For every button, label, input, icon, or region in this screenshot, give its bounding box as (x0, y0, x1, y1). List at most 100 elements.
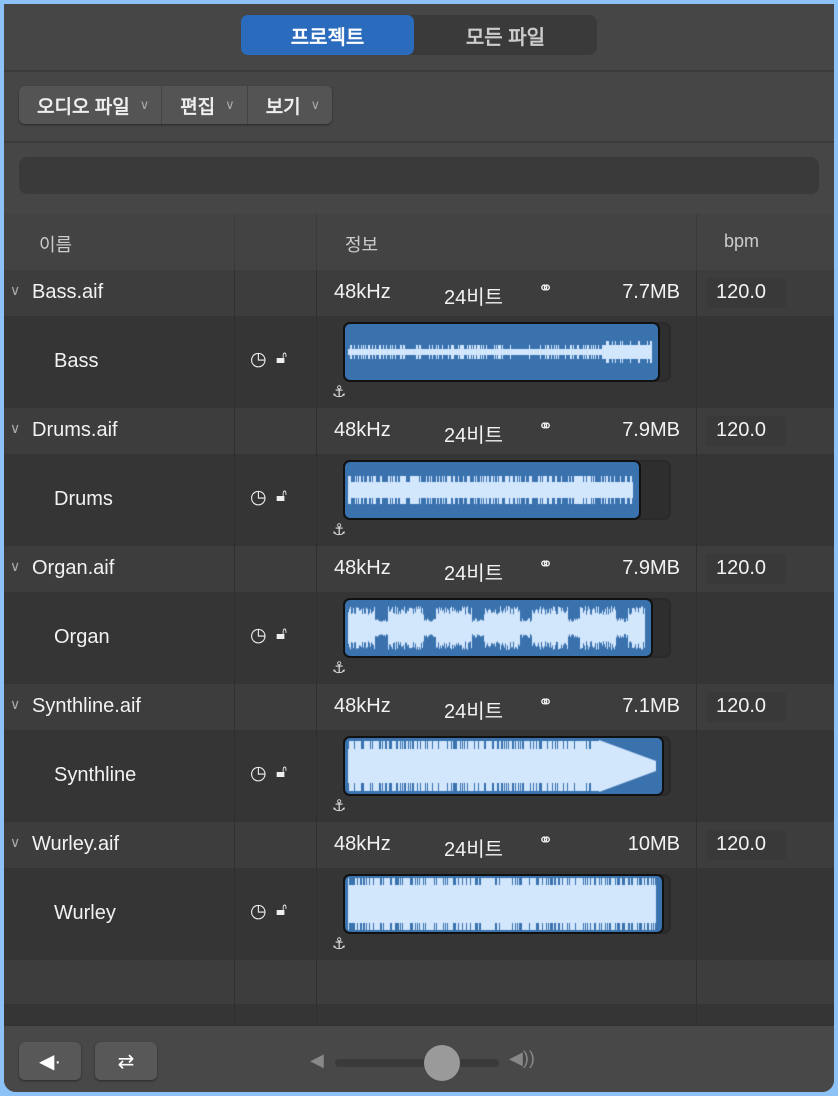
unlock-icon[interactable]: 🔓︎ (276, 900, 288, 919)
sample-rate: 48kHz (334, 419, 391, 441)
region-name: Organ (54, 626, 110, 648)
stereo-rings-icon: ⚭ (538, 830, 554, 850)
bpm-value: 120.0 (716, 281, 767, 303)
speaker-icon: ◀· (38, 1050, 62, 1073)
bit-depth: 24비트 (444, 839, 504, 861)
file-size: 10MB (627, 833, 680, 855)
anchor-icon[interactable]: ⚓︎ (332, 798, 347, 815)
sample-rate: 48kHz (334, 281, 391, 303)
bpm-value: 120.0 (716, 833, 767, 855)
waveform (345, 738, 662, 794)
audio-file-browser: 프로젝트 모든 파일 오디오 파일 ∨ 편집 ∨ 보기 ∨ 이름 정보 bpm ∨ B… (4, 4, 834, 1092)
column-bpm[interactable]: bpm (724, 231, 760, 251)
audio-file-menu[interactable]: 오디오 파일 ∨ (19, 86, 163, 124)
stereo-rings-icon: ⚭ (538, 278, 554, 298)
chevron-down-icon: ∨ (139, 97, 150, 112)
tab-project[interactable]: 프로젝트 (241, 15, 414, 55)
anchor-icon[interactable]: ⚓︎ (332, 522, 347, 539)
column-info[interactable]: 정보 (345, 235, 379, 255)
stereo-rings-icon: ⚭ (538, 416, 554, 436)
chevron-down-icon[interactable]: ∨ (10, 282, 21, 298)
bpm-value: 120.0 (716, 695, 767, 717)
chevron-down-icon[interactable]: ∨ (10, 834, 21, 850)
region-row[interactable]: Bass ◷ 🔓︎ ⚓︎ (4, 316, 834, 408)
volume-high-icon: ◀)) (509, 1048, 535, 1068)
volume-slider[interactable] (335, 1045, 499, 1081)
chevron-down-icon[interactable]: ∨ (10, 696, 21, 712)
unlock-icon[interactable]: 🔓︎ (276, 348, 288, 367)
file-name: Drums.aif (32, 419, 118, 441)
clock-icon[interactable]: ◷ (250, 625, 267, 646)
region-name: Drums (54, 488, 113, 510)
file-size: 7.9MB (622, 419, 680, 441)
audio-region[interactable] (343, 736, 664, 796)
bit-depth: 24비트 (444, 425, 504, 447)
column-name[interactable]: 이름 (39, 235, 73, 255)
sample-rate: 48kHz (334, 557, 391, 579)
clock-icon[interactable]: ◷ (250, 349, 267, 370)
view-menu[interactable]: 보기 ∨ (248, 86, 332, 124)
anchor-icon[interactable]: ⚓︎ (332, 936, 347, 953)
unlock-icon[interactable]: 🔓︎ (276, 486, 288, 505)
loop-button[interactable]: ⇄ (95, 1042, 157, 1080)
unlock-icon[interactable]: 🔓︎ (276, 762, 288, 781)
table-header: 이름 정보 bpm (4, 214, 834, 270)
volume-slider-knob[interactable] (423, 1045, 460, 1081)
stereo-rings-icon: ⚭ (538, 692, 554, 712)
bpm-value: 120.0 (716, 557, 767, 579)
file-size: 7.1MB (622, 695, 680, 717)
region-row[interactable]: Synthline ◷ 🔓︎ ⚓︎ (4, 730, 834, 822)
chevron-down-icon[interactable]: ∨ (10, 558, 21, 574)
edit-menu[interactable]: 편집 ∨ (162, 86, 248, 124)
file-row[interactable]: ∨ Bass.aif 48kHz 24비트 ⚭ 7.7MB 120.0 (4, 270, 834, 316)
menu-bar: 오디오 파일 ∨ 편집 ∨ 보기 ∨ (19, 86, 333, 124)
chevron-down-icon[interactable]: ∨ (10, 420, 21, 436)
stereo-rings-icon: ⚭ (538, 554, 554, 574)
waveform (345, 876, 662, 932)
region-name: Synthline (54, 764, 137, 786)
bit-depth: 24비트 (444, 287, 504, 309)
file-size: 7.9MB (622, 557, 680, 579)
file-row[interactable]: ∨ Synthline.aif 48kHz 24비트 ⚭ 7.1MB 120.0 (4, 684, 834, 730)
clock-icon[interactable]: ◷ (250, 487, 267, 508)
region-row[interactable]: Wurley ◷ 🔓︎ ⚓︎ (4, 868, 834, 960)
chevron-down-icon: ∨ (310, 97, 321, 112)
file-size: 7.7MB (622, 281, 680, 303)
sample-rate: 48kHz (334, 833, 391, 855)
file-row[interactable]: ∨ Wurley.aif 48kHz 24비트 ⚭ 10MB 120.0 (4, 822, 834, 868)
preview-button[interactable]: ◀· (19, 1042, 81, 1080)
audio-region[interactable] (343, 322, 660, 382)
file-row[interactable]: ∨ Drums.aif 48kHz 24비트 ⚭ 7.9MB 120.0 (4, 408, 834, 454)
loop-icon: ⇄ (117, 1050, 135, 1073)
bit-depth: 24비트 (444, 701, 504, 723)
file-list: ∨ Bass.aif 48kHz 24비트 ⚭ 7.7MB 120.0 Bass… (4, 270, 834, 1024)
divider (4, 70, 834, 72)
anchor-icon[interactable]: ⚓︎ (332, 384, 347, 401)
unlock-icon[interactable]: 🔓︎ (276, 624, 288, 643)
audio-region[interactable] (343, 598, 653, 658)
waveform (345, 324, 658, 380)
chevron-down-icon: ∨ (225, 97, 235, 112)
divider (4, 141, 834, 143)
file-name: Bass.aif (32, 281, 104, 303)
bpm-value: 120.0 (716, 419, 767, 441)
anchor-icon[interactable]: ⚓︎ (332, 660, 347, 677)
search-field[interactable] (19, 157, 819, 194)
audio-region[interactable] (343, 460, 641, 520)
audio-region[interactable] (343, 874, 664, 934)
footer-bar: ◀· ⇄ ◀ ◀)) (4, 1024, 834, 1092)
audio-file-menu-label: 오디오 파일 (37, 96, 130, 118)
edit-menu-label: 편집 (180, 96, 216, 118)
file-name: Synthline.aif (32, 695, 141, 717)
region-row[interactable]: Drums ◷ 🔓︎ ⚓︎ (4, 454, 834, 546)
sample-rate: 48kHz (334, 695, 391, 717)
clock-icon[interactable]: ◷ (250, 763, 267, 784)
region-row[interactable]: Organ ◷ 🔓︎ ⚓︎ (4, 592, 834, 684)
volume-low-icon: ◀ (310, 1050, 324, 1070)
file-name: Organ.aif (32, 557, 115, 579)
clock-icon[interactable]: ◷ (250, 901, 267, 922)
tab-all-files[interactable]: 모든 파일 (465, 26, 546, 49)
waveform (345, 462, 639, 518)
view-segmented-control: 프로젝트 모든 파일 (241, 15, 597, 55)
file-row[interactable]: ∨ Organ.aif 48kHz 24비트 ⚭ 7.9MB 120.0 (4, 546, 834, 592)
